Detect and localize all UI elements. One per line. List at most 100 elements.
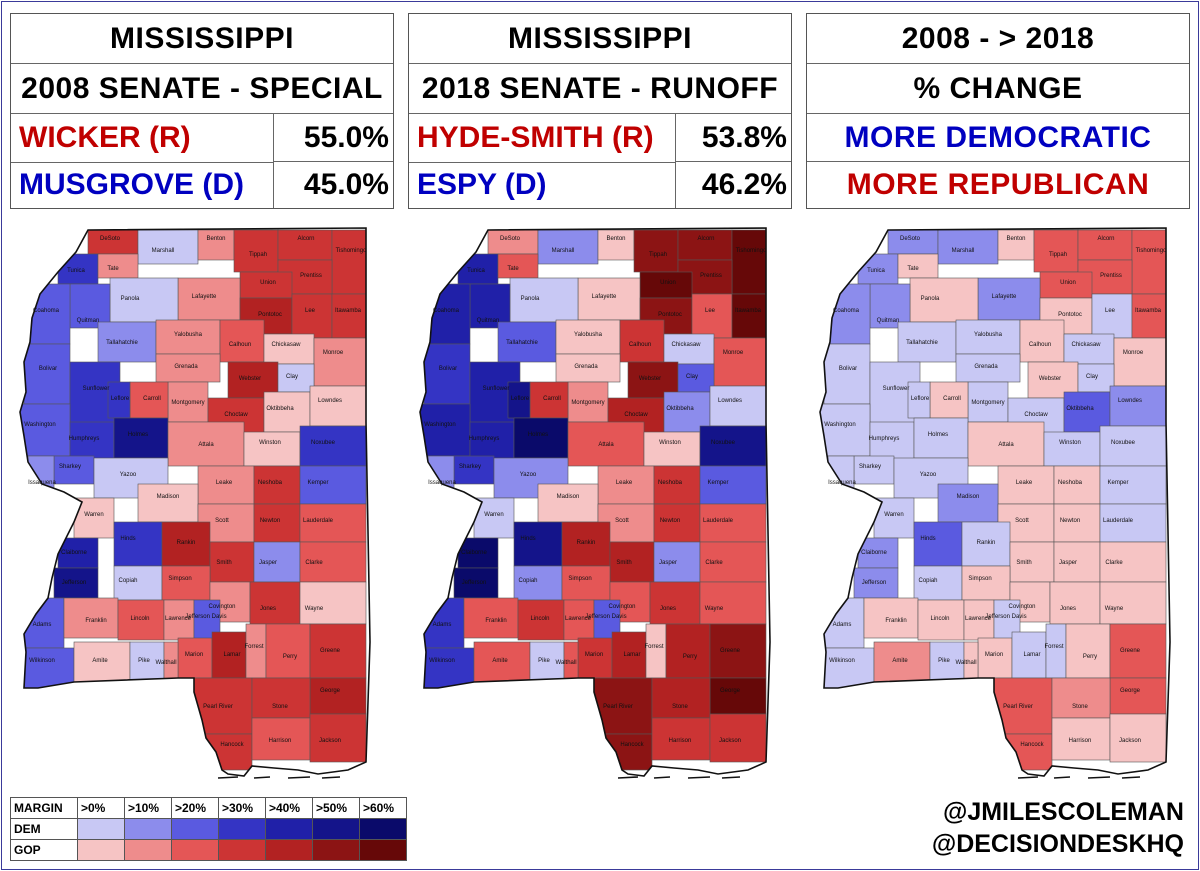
county-label: Coahoma: [833, 308, 860, 314]
county-label: Tallahatchie: [906, 340, 938, 346]
county-label: Lee: [305, 308, 316, 314]
county-label: Coahoma: [433, 308, 460, 314]
county-itawamba: [731, 293, 767, 339]
county-label: Stone: [1072, 704, 1088, 710]
county-hancock: [603, 733, 653, 771]
panel-2018-line2: 2018 SENATE - RUNOFF: [409, 64, 791, 114]
county-label: Clarke: [1105, 560, 1123, 566]
county-label: Pike: [138, 658, 150, 664]
county-label: Hancock: [1020, 742, 1044, 748]
county-label: Coahoma: [33, 308, 60, 314]
panel-change-line2: % CHANGE: [807, 64, 1189, 114]
county-forrest: [245, 623, 267, 679]
county-amite: [73, 641, 131, 683]
county-marshall: [137, 229, 199, 265]
panel-2008-rep-pct: 55.0%: [273, 114, 393, 162]
county-label: Covington: [208, 604, 235, 610]
legend-dem-swatch: [359, 818, 407, 840]
county-label: Washington: [424, 422, 455, 428]
county-label: Yalobusha: [974, 332, 1003, 338]
county-label: Warren: [84, 512, 103, 518]
county-label: Itawamba: [735, 308, 762, 314]
panel-2008-line1: MISSISSIPPI: [11, 14, 393, 64]
county-noxubee: [299, 425, 367, 467]
county-issaquena: [827, 455, 855, 503]
legend-gop-row: GOP: [10, 839, 407, 861]
county-label: Washington: [824, 422, 855, 428]
coastal-island: [1017, 776, 1039, 779]
county-label: Simpson: [168, 576, 191, 582]
county-union: [1039, 271, 1093, 299]
county-label: Issaquena: [828, 480, 856, 486]
county-label: Lafayette: [192, 294, 217, 300]
county-lowndes: [709, 385, 767, 427]
panel-2018-header: MISSISSIPPI 2018 SENATE - RUNOFF HYDE-SM…: [408, 13, 792, 209]
county-label: Copiah: [118, 578, 137, 584]
county-label: Kemper: [1107, 480, 1128, 486]
county-label: Prentiss: [700, 273, 722, 279]
county-label: Adams: [33, 622, 52, 628]
county-alcorn: [277, 229, 333, 261]
legend-bin: >60%: [359, 797, 407, 819]
county-label: Attala: [598, 442, 614, 448]
legend-gop-swatch: [77, 839, 125, 861]
county-label: Yazoo: [520, 472, 537, 478]
county-label: Amite: [92, 658, 108, 664]
county-label: Humphreys: [69, 436, 100, 442]
county-label: Franklin: [885, 618, 906, 624]
county-harrison: [251, 717, 311, 761]
county-bolivar: [823, 343, 871, 405]
panel-2018-line1: MISSISSIPPI: [409, 14, 791, 64]
county-label: Oktibbeha: [666, 406, 694, 412]
county-label: Jefferson Davis: [585, 614, 626, 620]
county-lee: [1091, 293, 1133, 339]
panel-2008-line2: 2008 SENATE - SPECIAL: [11, 64, 393, 114]
county-tate: [897, 253, 939, 279]
county-label: Hinds: [920, 536, 935, 542]
county-label: Jefferson: [62, 580, 87, 586]
legend-bin: >50%: [312, 797, 360, 819]
county-label: Lawrence: [565, 616, 592, 622]
county-label: Choctaw: [1024, 412, 1048, 418]
county-label: Calhoun: [1029, 342, 1051, 348]
county-winston: [243, 431, 301, 467]
county-label: George: [720, 688, 741, 694]
county-label: Yalobusha: [574, 332, 603, 338]
county-chickasaw: [1063, 333, 1115, 365]
county-label: Issaquena: [28, 480, 56, 486]
county-pike: [129, 641, 165, 683]
county-label: Holmes: [928, 432, 948, 438]
county-tishomingo: [731, 229, 767, 295]
county-label: Panola: [921, 296, 940, 302]
county-copiah: [513, 565, 563, 601]
county-label: Lamar: [1023, 652, 1040, 658]
county-clarke: [299, 541, 367, 583]
county-label: Tishomingo: [1136, 248, 1167, 254]
county-label: Grenada: [174, 364, 198, 370]
county-label: Union: [660, 280, 676, 286]
county-label: Jones: [260, 606, 276, 612]
county-rankin: [561, 521, 611, 567]
county-tate: [497, 253, 539, 279]
county-jackson: [1109, 713, 1167, 763]
county-label: Quitman: [477, 318, 500, 324]
county-label: Kemper: [307, 480, 328, 486]
county-lee: [291, 293, 333, 339]
county-noxubee: [699, 425, 767, 467]
county-label: Lawrence: [165, 616, 192, 622]
county-label: Neshoba: [1058, 480, 1083, 486]
county-label: Tate: [507, 266, 519, 272]
county-label: Alcorn: [1097, 236, 1114, 242]
county-clay: [677, 363, 715, 393]
county-tippah: [633, 229, 679, 273]
county-label: Lincoln: [930, 616, 949, 622]
county-label: Carroll: [543, 396, 561, 402]
county-label: Smith: [616, 560, 631, 566]
county-label: Clay: [686, 374, 698, 380]
county-label: Panola: [521, 296, 540, 302]
county-washington: [20, 403, 71, 457]
county-calhoun: [1019, 319, 1065, 363]
coastal-island: [653, 776, 671, 779]
county-tippah: [1033, 229, 1079, 273]
county-wilkinson: [823, 647, 875, 689]
